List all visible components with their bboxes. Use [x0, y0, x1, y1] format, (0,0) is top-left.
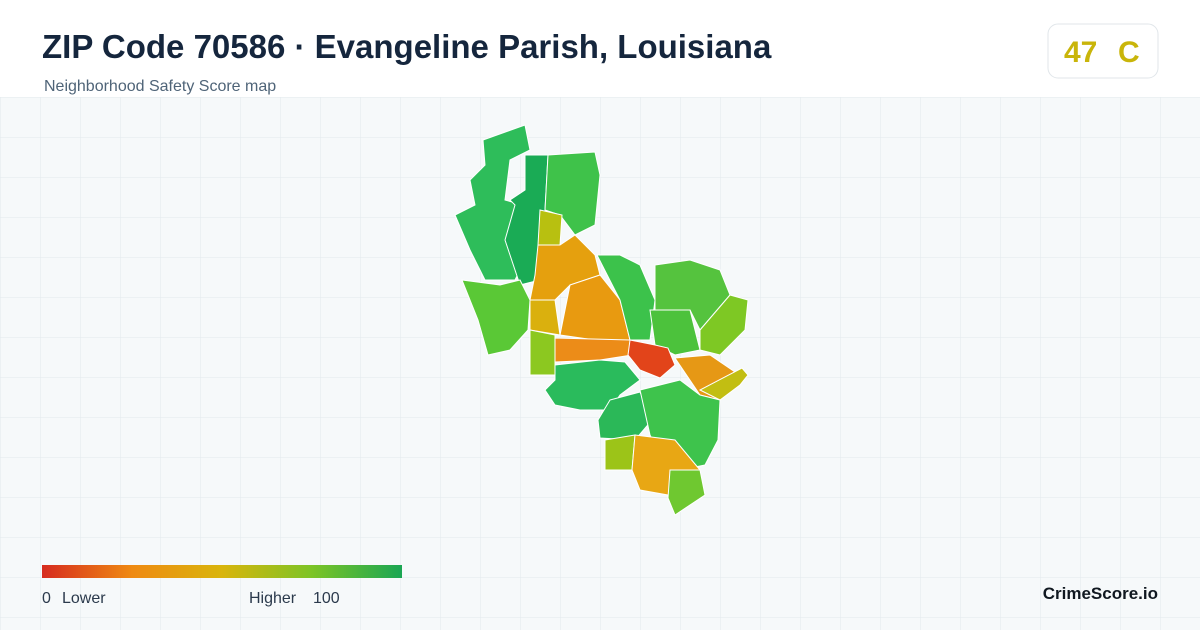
header-background: [0, 0, 1200, 97]
score-value: 47: [1064, 36, 1097, 69]
map: [454, 124, 749, 516]
region: [604, 434, 636, 471]
legend-gradient: [42, 565, 402, 578]
region: [699, 294, 749, 356]
region: [649, 309, 701, 356]
legend-min: 0: [42, 590, 51, 607]
region: [537, 209, 563, 246]
region: [627, 339, 676, 379]
brand: CrimeScore.io: [1043, 584, 1158, 603]
region: [667, 469, 706, 516]
title: ZIP Code 70586 · Evangeline Parish, Loui…: [42, 28, 772, 65]
subtitle: Neighborhood Safety Score map: [44, 78, 276, 95]
region: [529, 329, 556, 376]
legend-max-label: Higher: [249, 590, 297, 607]
legend-max: 100: [313, 590, 340, 607]
region: [698, 367, 749, 401]
score-grade: C: [1118, 36, 1140, 69]
region: [554, 337, 633, 363]
score-badge: [1047, 23, 1159, 79]
region: [529, 299, 561, 336]
region: [461, 279, 531, 356]
legend-min-label: Lower: [62, 590, 106, 607]
